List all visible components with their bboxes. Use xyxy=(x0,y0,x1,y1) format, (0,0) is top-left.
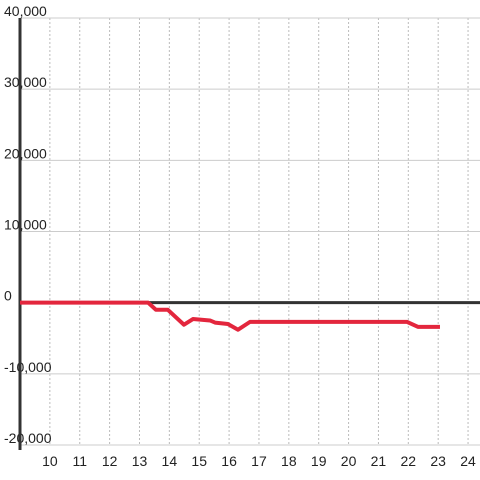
x-tick-label: 11 xyxy=(72,453,87,469)
x-tick-label: 24 xyxy=(460,453,476,469)
line xyxy=(20,300,440,332)
y-tick-label: -10,000 xyxy=(4,359,52,375)
y-tick-label: -20,000 xyxy=(4,430,52,446)
x-tick-label: 14 xyxy=(162,453,178,469)
y-tick-label: 0 xyxy=(4,288,12,304)
x-tick-label: 18 xyxy=(281,453,297,469)
x-tick-label: 22 xyxy=(401,453,417,469)
x-tick-label: 19 xyxy=(311,453,327,469)
x-tick-label: 13 xyxy=(132,453,148,469)
y-tick-label: 20,000 xyxy=(4,145,47,161)
y-tick-label: 40,000 xyxy=(4,3,47,19)
x-tick-label: 12 xyxy=(102,453,118,469)
x-tick-label: 17 xyxy=(251,453,267,469)
x-tick-label: 20 xyxy=(341,453,357,469)
y-tick-label: 10,000 xyxy=(4,217,47,233)
x-tick-label: 23 xyxy=(430,453,446,469)
x-tick-label: 15 xyxy=(191,453,207,469)
x-tick-label: 16 xyxy=(221,453,237,469)
x-tick-label: 10 xyxy=(42,453,58,469)
y-tick-label: 30,000 xyxy=(4,74,47,90)
x-tick-label: 21 xyxy=(371,453,387,469)
